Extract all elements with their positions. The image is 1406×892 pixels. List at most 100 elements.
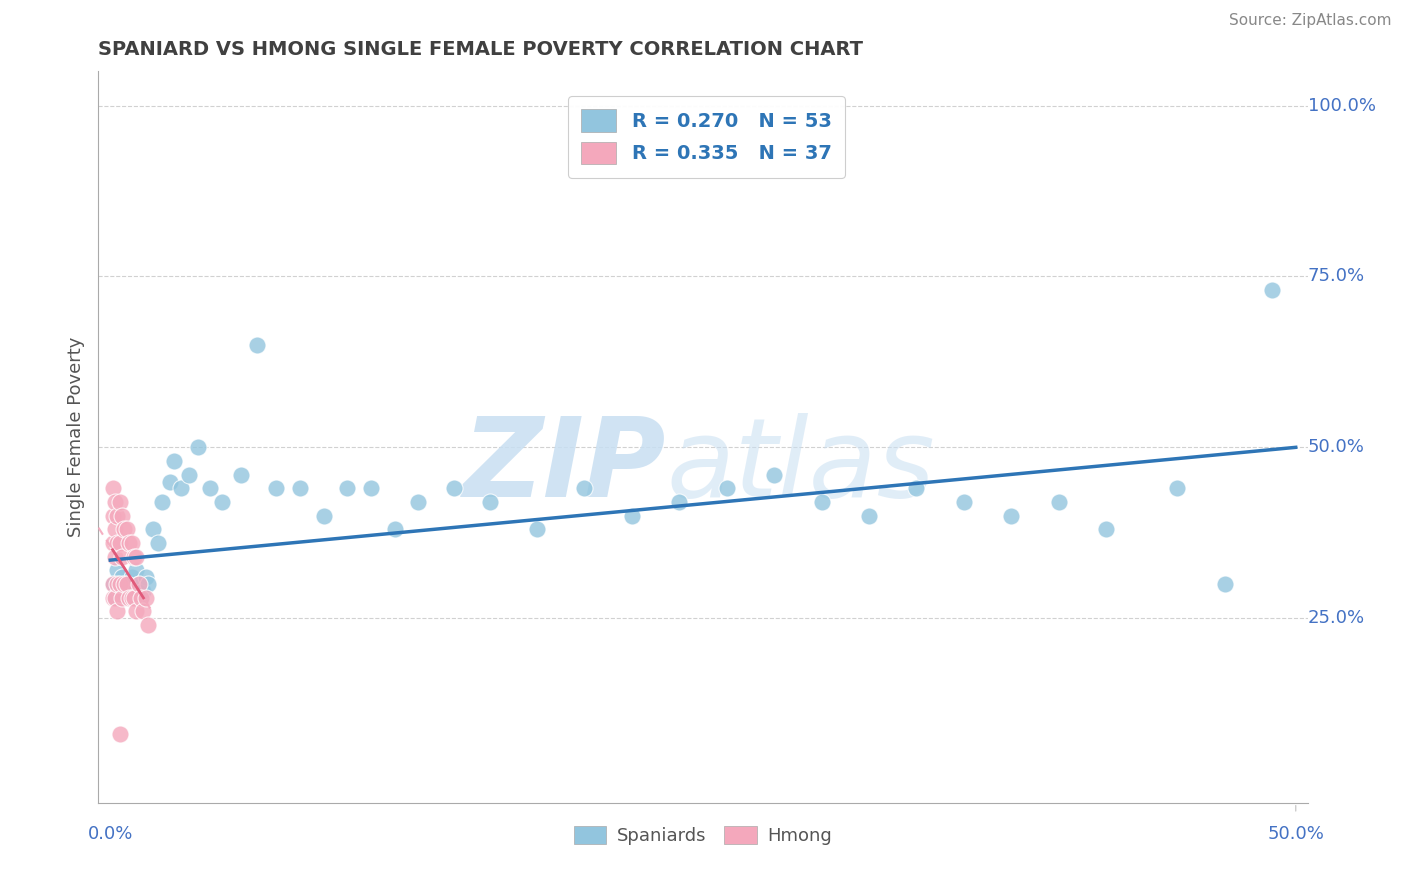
Text: Source: ZipAtlas.com: Source: ZipAtlas.com <box>1229 13 1392 29</box>
Point <box>146 536 169 550</box>
Point <box>108 536 131 550</box>
Text: SPANIARD VS HMONG SINGLE FEMALE POVERTY CORRELATION CHART: SPANIARD VS HMONG SINGLE FEMALE POVERTY … <box>98 39 863 59</box>
Point <box>1095 522 1118 536</box>
Point <box>114 522 136 536</box>
Point <box>132 604 155 618</box>
Point <box>115 577 138 591</box>
Text: 75.0%: 75.0% <box>1308 268 1365 285</box>
Point <box>129 591 152 605</box>
Point <box>1213 577 1236 591</box>
Text: 25.0%: 25.0% <box>1308 609 1365 627</box>
Point <box>104 591 127 605</box>
Point <box>108 577 131 591</box>
Point <box>384 522 406 536</box>
Point <box>111 549 134 564</box>
Point <box>246 338 269 352</box>
Point <box>1166 481 1188 495</box>
Point <box>122 549 145 564</box>
Point <box>1261 283 1284 297</box>
Point <box>478 495 501 509</box>
Point <box>101 508 124 523</box>
Point <box>668 495 690 509</box>
Point <box>104 495 127 509</box>
Point <box>125 563 148 577</box>
Point <box>114 577 136 591</box>
Text: 100.0%: 100.0% <box>1308 96 1375 114</box>
Point <box>125 604 148 618</box>
Legend: Spaniards, Hmong: Spaniards, Hmong <box>567 819 839 852</box>
Point <box>108 583 131 598</box>
Point <box>136 577 159 591</box>
Point <box>905 481 928 495</box>
Point <box>198 481 221 495</box>
Point <box>118 536 141 550</box>
Point <box>716 481 738 495</box>
Point <box>229 467 252 482</box>
Text: 0.0%: 0.0% <box>87 825 134 843</box>
Point <box>408 495 430 509</box>
Point <box>101 577 124 591</box>
Point <box>763 467 786 482</box>
Point <box>129 591 152 605</box>
Text: 50.0%: 50.0% <box>1308 438 1364 457</box>
Text: 50.0%: 50.0% <box>1267 825 1324 843</box>
Point <box>121 570 143 584</box>
Point <box>526 522 548 536</box>
Point <box>122 591 145 605</box>
Point <box>108 727 131 741</box>
Point <box>211 495 233 509</box>
Text: ZIP: ZIP <box>463 413 666 520</box>
Point <box>336 481 359 495</box>
Point <box>101 577 124 591</box>
Point <box>170 481 193 495</box>
Point <box>105 563 128 577</box>
Point <box>118 591 141 605</box>
Point <box>105 536 128 550</box>
Point <box>121 536 143 550</box>
Point <box>163 454 186 468</box>
Point <box>114 591 136 605</box>
Point <box>104 591 127 605</box>
Point <box>104 549 127 564</box>
Point <box>122 591 145 605</box>
Point <box>360 481 382 495</box>
Point <box>152 495 174 509</box>
Point <box>101 536 124 550</box>
Point <box>135 591 157 605</box>
Point <box>574 481 596 495</box>
Point <box>111 591 134 605</box>
Point <box>136 618 159 632</box>
Point <box>187 440 209 454</box>
Point <box>858 508 880 523</box>
Point <box>125 549 148 564</box>
Text: atlas: atlas <box>666 413 935 520</box>
Point <box>443 481 465 495</box>
Point <box>952 495 974 509</box>
Point <box>132 583 155 598</box>
Point <box>111 570 134 584</box>
Point <box>105 577 128 591</box>
Point <box>108 495 131 509</box>
Point <box>312 508 335 523</box>
Point <box>118 583 141 598</box>
Point <box>115 522 138 536</box>
Point <box>111 508 134 523</box>
Point <box>101 591 124 605</box>
Point <box>128 577 150 591</box>
Point <box>264 481 287 495</box>
Point <box>128 577 150 591</box>
Point <box>1047 495 1070 509</box>
Point <box>101 481 124 495</box>
Point <box>620 508 643 523</box>
Point <box>121 591 143 605</box>
Point <box>142 522 165 536</box>
Point <box>105 508 128 523</box>
Point <box>104 522 127 536</box>
Point <box>105 604 128 618</box>
Point <box>288 481 311 495</box>
Point <box>810 495 832 509</box>
Y-axis label: Single Female Poverty: Single Female Poverty <box>66 337 84 537</box>
Point <box>135 570 157 584</box>
Point <box>177 467 200 482</box>
Point <box>159 475 181 489</box>
